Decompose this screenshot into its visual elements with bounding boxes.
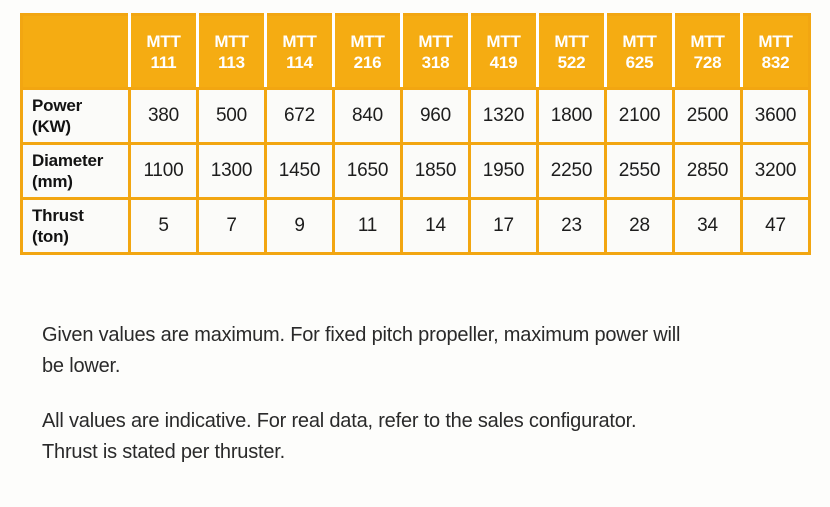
row-label-unit: (mm) <box>32 172 73 191</box>
cell-power-mtt-114: 672 <box>264 87 335 145</box>
column-header-mtt-216: MTT 216 <box>332 14 402 90</box>
cell-thrust-mtt-216: 11 <box>332 197 403 255</box>
row-label-text: Thrust <box>32 206 84 225</box>
corner-cell <box>21 14 130 90</box>
model-series: MTT <box>690 31 725 51</box>
note-indicative-values: All values are indicative. For real data… <box>42 406 802 468</box>
model-number: 728 <box>693 52 722 72</box>
cell-diameter-mtt-216: 1650 <box>332 142 403 200</box>
model-number: 318 <box>421 52 450 72</box>
cell-thrust-mtt-318: 14 <box>400 197 471 255</box>
cell-thrust-mtt-728: 34 <box>672 197 743 255</box>
cell-power-mtt-318: 960 <box>400 87 471 145</box>
cell-diameter-mtt-113: 1300 <box>196 142 267 200</box>
table-row-thrust: Thrust (ton) 5 7 9 11 14 17 23 28 34 47 <box>20 197 811 255</box>
model-series: MTT <box>146 31 181 51</box>
model-series: MTT <box>758 31 793 51</box>
cell-power-mtt-522: 1800 <box>536 87 607 145</box>
spec-table-header: MTT 111 MTT 113 MTT 114 MTT 216 MTT 318 … <box>21 14 810 90</box>
cell-thrust-mtt-111: 5 <box>128 197 199 255</box>
model-number: 419 <box>489 52 518 72</box>
note-line: Thrust is stated per thruster. <box>42 441 285 463</box>
column-header-mtt-522: MTT 522 <box>536 14 606 90</box>
row-label-text: Power <box>32 96 83 115</box>
note-line: All values are indicative. For real data… <box>42 410 637 432</box>
model-series: MTT <box>622 31 657 51</box>
cell-power-mtt-111: 380 <box>128 87 199 145</box>
note-max-values: Given values are maximum. For fixed pitc… <box>42 320 802 382</box>
row-label-diameter: Diameter (mm) <box>20 142 131 200</box>
cell-power-mtt-625: 2100 <box>604 87 675 145</box>
row-label-thrust: Thrust (ton) <box>20 197 131 255</box>
table-row-diameter: Diameter (mm) 1100 1300 1450 1650 1850 1… <box>20 142 811 200</box>
column-header-mtt-419: MTT 419 <box>468 14 538 90</box>
note-line: Given values are maximum. For fixed pitc… <box>42 324 681 346</box>
note-line: be lower. <box>42 355 121 377</box>
cell-diameter-mtt-111: 1100 <box>128 142 199 200</box>
cell-thrust-mtt-625: 28 <box>604 197 675 255</box>
cell-thrust-mtt-113: 7 <box>196 197 267 255</box>
column-header-mtt-318: MTT 318 <box>400 14 470 90</box>
row-label-text: Diameter <box>32 151 104 170</box>
column-header-mtt-111: MTT 111 <box>128 14 198 90</box>
model-number: 832 <box>761 52 790 72</box>
row-label-power: Power (KW) <box>20 87 131 145</box>
cell-power-mtt-216: 840 <box>332 87 403 145</box>
thruster-spec-table: MTT 111 MTT 113 MTT 114 MTT 216 MTT 318 … <box>20 13 811 255</box>
cell-diameter-mtt-318: 1850 <box>400 142 471 200</box>
cell-power-mtt-113: 500 <box>196 87 267 145</box>
model-number: 522 <box>557 52 586 72</box>
cell-thrust-mtt-419: 17 <box>468 197 539 255</box>
table-row-power: Power (KW) 380 500 672 840 960 1320 1800… <box>20 87 811 145</box>
cell-thrust-mtt-522: 23 <box>536 197 607 255</box>
cell-thrust-mtt-832: 47 <box>740 197 811 255</box>
cell-power-mtt-832: 3600 <box>740 87 811 145</box>
model-series: MTT <box>214 31 249 51</box>
model-number: 114 <box>286 52 313 72</box>
cell-thrust-mtt-114: 9 <box>264 197 335 255</box>
cell-diameter-mtt-625: 2550 <box>604 142 675 200</box>
column-header-mtt-625: MTT 625 <box>604 14 674 90</box>
spec-table-body: Power (KW) 380 500 672 840 960 1320 1800… <box>20 87 811 255</box>
model-series: MTT <box>486 31 521 51</box>
column-header-mtt-113: MTT 113 <box>196 14 266 90</box>
model-number: 113 <box>218 52 245 72</box>
cell-diameter-mtt-522: 2250 <box>536 142 607 200</box>
cell-diameter-mtt-114: 1450 <box>264 142 335 200</box>
model-series: MTT <box>282 31 317 51</box>
cell-diameter-mtt-832: 3200 <box>740 142 811 200</box>
cell-diameter-mtt-419: 1950 <box>468 142 539 200</box>
model-number: 111 <box>150 52 177 72</box>
row-label-unit: (KW) <box>32 117 71 136</box>
cell-power-mtt-419: 1320 <box>468 87 539 145</box>
model-number: 625 <box>625 52 654 72</box>
column-header-mtt-114: MTT 114 <box>264 14 334 90</box>
model-series: MTT <box>418 31 453 51</box>
cell-power-mtt-728: 2500 <box>672 87 743 145</box>
row-label-unit: (ton) <box>32 227 69 246</box>
model-number: 216 <box>353 52 382 72</box>
header-row: MTT 111 MTT 113 MTT 114 MTT 216 MTT 318 … <box>21 14 810 90</box>
model-series: MTT <box>554 31 589 51</box>
cell-diameter-mtt-728: 2850 <box>672 142 743 200</box>
footnotes: Given values are maximum. For fixed pitc… <box>42 320 802 492</box>
column-header-mtt-728: MTT 728 <box>672 14 742 90</box>
model-series: MTT <box>350 31 385 51</box>
column-header-mtt-832: MTT 832 <box>740 14 810 90</box>
